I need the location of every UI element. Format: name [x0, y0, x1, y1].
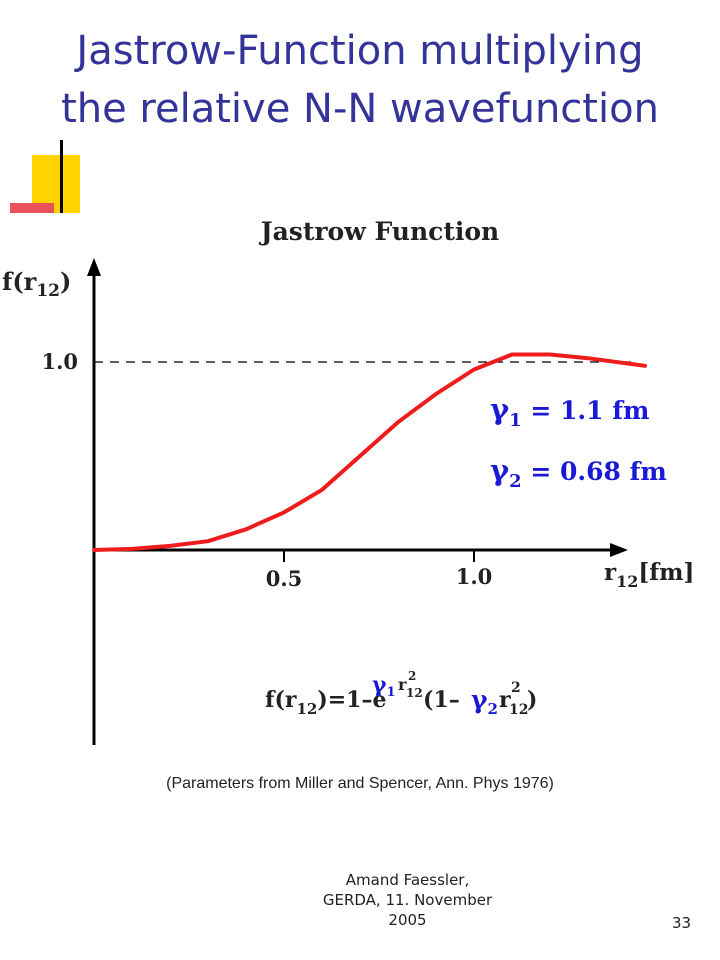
y-tick-label: 1.0 [41, 349, 78, 374]
formula-r-sup: 2 [511, 680, 521, 696]
formula-r: r [499, 687, 511, 713]
formula-exp-r: r [398, 675, 407, 694]
x-tick-label: 0.5 [266, 566, 303, 591]
footer-author: Amand Faessler, [345, 871, 470, 889]
gamma2-annotation: γ2 = 0.68 fm [490, 453, 667, 492]
formula-gamma2: γ2 [471, 685, 498, 718]
formula-paren-open: (1– [423, 687, 460, 713]
slide-number: 33 [672, 914, 692, 932]
x-axis-label: r12[fm] [604, 559, 694, 591]
slide-title: Jastrow-Function multiplying the relativ… [0, 22, 720, 138]
formula-r-sub: 12 [509, 702, 528, 718]
y-axis-arrow [87, 258, 101, 276]
title-line-1: Jastrow-Function multiplying [76, 28, 644, 74]
y-axis-label: f(r12) [2, 267, 71, 301]
formula-lhs: f(r12)=1–e [265, 687, 387, 718]
jastrow-curve [92, 352, 647, 552]
formula-exp-r-sup: 2 [408, 669, 416, 683]
formula-exp-gamma1: γ1 [372, 672, 396, 700]
jastrow-chart: Jastrow Function 0.5 1.0 1.0 f(r12) r12[… [2, 217, 694, 745]
footer-event: GERDA, 11. November [322, 891, 493, 909]
decorative-red-bar [10, 203, 54, 213]
chart-title: Jastrow Function [259, 217, 500, 246]
footer: Amand Faessler, GERDA, 11. November 2005 [300, 870, 515, 930]
decorative-vertical-line [60, 140, 63, 213]
formula-paren-close: ) [527, 687, 537, 713]
jastrow-formula: f(r12)=1–e γ1 r 2 12 (1– γ2 r 2 12 ) [265, 669, 537, 718]
title-line-2: the relative N-N wavefunction [61, 86, 659, 132]
formula-exp-r-sub: 12 [406, 686, 423, 700]
x-axis-arrow [610, 543, 628, 557]
footer-year: 2005 [388, 911, 427, 929]
gamma1-annotation: γ1 = 1.1 fm [490, 392, 649, 431]
caption: (Parameters from Miller and Spencer, Ann… [166, 775, 554, 792]
x-tick-label: 1.0 [456, 564, 493, 589]
